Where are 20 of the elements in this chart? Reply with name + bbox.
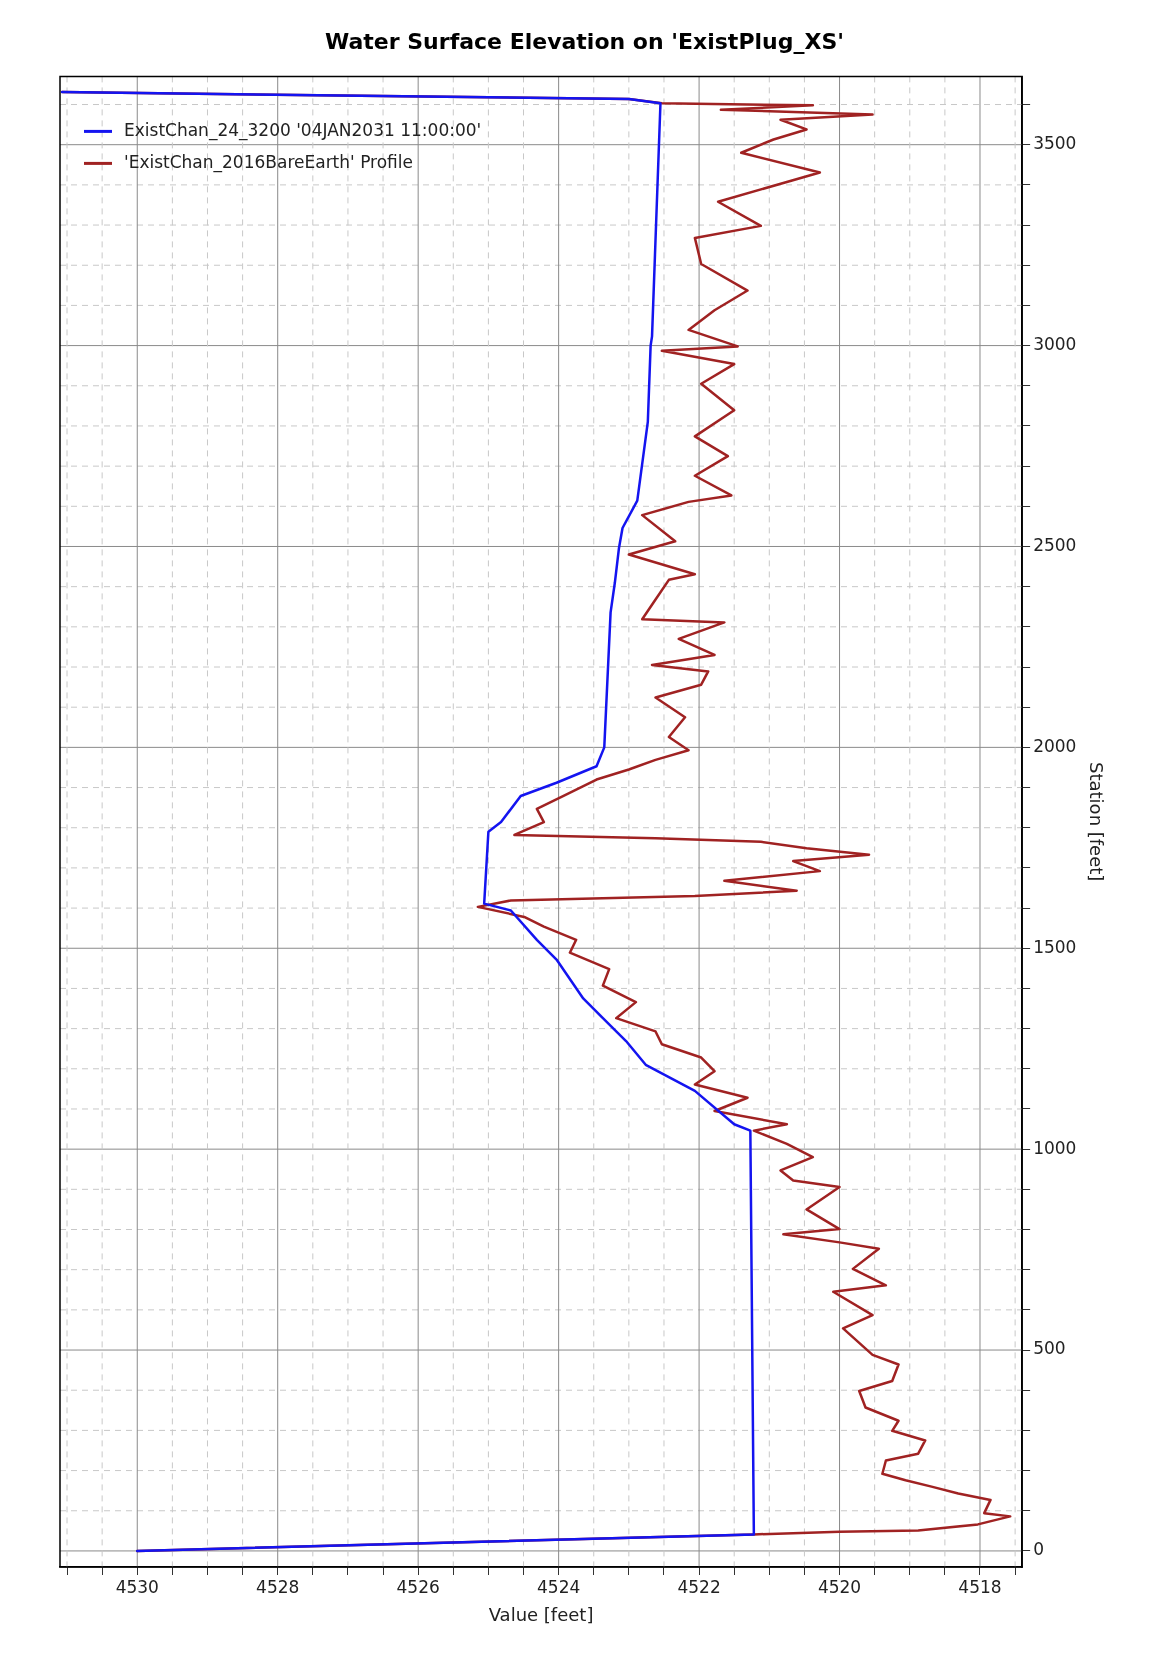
y-tick-label: 3000 bbox=[1033, 334, 1077, 355]
y-tick-label: 1000 bbox=[1033, 1137, 1077, 1158]
y-tick-label: 1500 bbox=[1033, 936, 1077, 957]
x-tick-label: 4528 bbox=[256, 1576, 300, 1597]
chart-title: Water Surface Elevation on 'ExistPlug_XS' bbox=[325, 28, 844, 54]
x-axis-title: Value [feet] bbox=[488, 1603, 594, 1625]
x-tick-label: 4518 bbox=[958, 1576, 1002, 1597]
x-tick-label: 4530 bbox=[115, 1576, 159, 1597]
x-tick-label: 4524 bbox=[536, 1576, 581, 1597]
legend-label: 'ExistChan_2016BareEarth' Profile bbox=[124, 151, 413, 173]
y-tick-label: 3500 bbox=[1033, 133, 1077, 154]
y-axis-title: Station [feet] bbox=[1085, 762, 1107, 882]
y-tick-label: 500 bbox=[1033, 1338, 1066, 1359]
y-tick-label: 2500 bbox=[1033, 534, 1077, 555]
legend-label: ExistChan_24_3200 '04JAN2031 11:00:00' bbox=[124, 119, 482, 141]
x-tick-label: 4522 bbox=[677, 1576, 721, 1597]
y-tick-label: 2000 bbox=[1033, 735, 1077, 756]
y-tick-label: 0 bbox=[1033, 1539, 1044, 1560]
x-tick-label: 4520 bbox=[817, 1576, 862, 1597]
x-tick-label: 4526 bbox=[396, 1576, 440, 1597]
